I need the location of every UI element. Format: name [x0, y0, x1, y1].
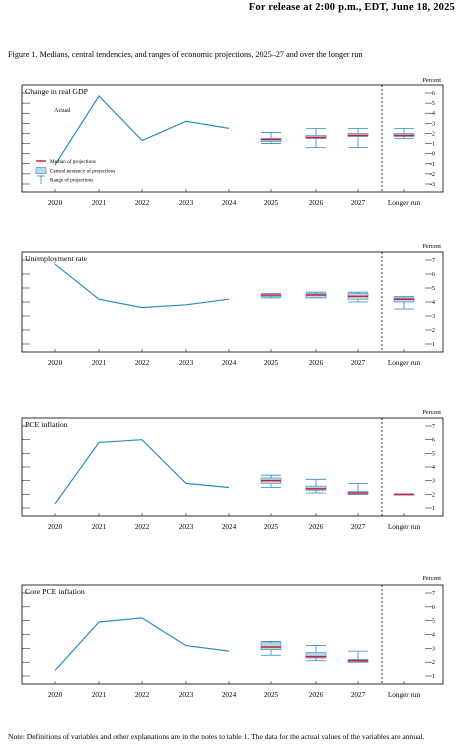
x-tick-label: 2023	[179, 359, 194, 367]
y-tick-label: -3	[430, 181, 435, 188]
x-tick-label: 2022	[135, 523, 150, 531]
y-tick-label: 7	[432, 590, 435, 597]
x-tick-label: 2027	[351, 199, 366, 207]
percent-label: Percent	[422, 77, 441, 84]
x-tick-label: 2027	[351, 359, 366, 367]
release-header: For release at 2:00 p.m., EDT, June 18, …	[248, 2, 455, 13]
x-tick-label: 2025	[264, 359, 279, 367]
x-tick-label: 2025	[264, 691, 279, 699]
y-tick-label: 4	[432, 110, 435, 117]
y-tick-label: 1	[432, 341, 435, 348]
y-tick-label: 3	[432, 120, 435, 127]
y-tick-label: 5	[432, 618, 435, 625]
y-tick-label: 1	[432, 505, 435, 512]
panel-title: PCE inflation	[25, 420, 68, 429]
x-tick-label: Longer run	[388, 523, 421, 531]
x-tick-label: 2021	[92, 359, 107, 367]
x-tick-label: 2021	[92, 199, 107, 207]
y-tick-label: 6	[432, 90, 435, 97]
percent-label: Percent	[422, 409, 441, 416]
y-tick-label: 5	[432, 450, 435, 457]
y-tick-label: 3	[432, 645, 435, 652]
x-tick-label: 2024	[222, 691, 237, 699]
actual-series-line	[54, 439, 230, 505]
x-tick-label: 2024	[222, 359, 237, 367]
x-tick-label: 2027	[351, 691, 366, 699]
panel-title: Core PCE inflation	[25, 587, 85, 596]
x-tick-label: Longer run	[388, 359, 421, 367]
x-tick-label: 2026	[309, 359, 324, 367]
y-tick-label: -2	[430, 171, 435, 178]
x-tick-label: 2020	[48, 359, 63, 367]
panel-title: Unemployment rate	[25, 254, 88, 263]
panel-frame	[21, 251, 444, 353]
y-tick-label: -1	[430, 161, 435, 168]
x-tick-label: 2020	[48, 199, 63, 207]
x-tick-label: Longer run	[388, 199, 421, 207]
x-tick-label: 2023	[179, 691, 194, 699]
x-tick-label: 2023	[179, 523, 194, 531]
y-tick-label: 5	[432, 100, 435, 107]
legend-range-label: Range of projections	[50, 177, 93, 184]
y-tick-label: 3	[432, 313, 435, 320]
y-tick-label: 6	[432, 271, 435, 278]
x-tick-label: 2021	[92, 523, 107, 531]
x-tick-label: 2026	[309, 691, 324, 699]
x-tick-label: 2022	[135, 359, 150, 367]
figure-title: Figure 1. Medians, central tendencies, a…	[8, 50, 363, 59]
chart-panel-1: Percent Change in real GDP -3 -2 -1 0 1 2 3 4 5 6 20…	[21, 77, 444, 207]
legend-central-swatch	[35, 167, 47, 174]
x-tick-label: 2025	[264, 199, 279, 207]
x-tick-label: Longer run	[388, 691, 421, 699]
figure-note: Note: Definitions of variables and other…	[8, 732, 425, 741]
actual-label: Actual	[54, 107, 71, 114]
y-tick-label: 4	[432, 464, 435, 471]
percent-label: Percent	[422, 243, 441, 250]
x-tick-label: 2020	[48, 691, 63, 699]
panel-title: Change in real GDP	[25, 87, 89, 96]
y-tick-label: 6	[432, 604, 435, 611]
chart-panel-4: Percent Core PCE inflation 1 2 3 4 5 6 7 2020 2021…	[21, 575, 444, 699]
legend-central-label: Central tendency of projections	[50, 168, 115, 175]
chart-panel-3: Percent PCE inflation 1 2 3 4 5 6 7 2020 2021 2022 2…	[21, 409, 444, 531]
central-tendency-box	[305, 652, 327, 659]
y-tick-label: 4	[432, 299, 435, 306]
x-tick-label: 2022	[135, 691, 150, 699]
y-tick-label: 6	[432, 437, 435, 444]
y-tick-label: 2	[432, 491, 435, 498]
x-tick-label: 2021	[92, 691, 107, 699]
y-tick-label: 4	[432, 632, 435, 639]
y-tick-label: 1	[432, 141, 435, 148]
legend-median-label: Median of projections	[50, 158, 96, 165]
x-tick-label: 2026	[309, 523, 324, 531]
x-tick-label: 2022	[135, 199, 150, 207]
y-tick-label: 1	[432, 673, 435, 680]
panel-frame	[21, 584, 444, 685]
actual-series-line	[54, 617, 230, 671]
y-tick-label: 0	[432, 151, 435, 158]
x-tick-label: 2027	[351, 523, 366, 531]
chart-panel-2: Percent Unemployment rate 1 2 3 4 5 6 7 2020 2021 2…	[21, 243, 444, 367]
percent-label: Percent	[422, 575, 441, 582]
y-tick-label: 2	[432, 130, 435, 137]
y-tick-label: 2	[432, 327, 435, 334]
y-tick-label: 7	[432, 257, 435, 264]
panel-frame	[21, 84, 444, 193]
panel-frame	[21, 417, 444, 517]
x-tick-label: 2024	[222, 523, 237, 531]
y-tick-label: 5	[432, 285, 435, 292]
x-tick-label: 2026	[309, 199, 324, 207]
x-tick-label: 2025	[264, 523, 279, 531]
x-tick-label: 2024	[222, 199, 237, 207]
actual-series-line	[54, 95, 230, 166]
actual-series-line	[54, 263, 230, 309]
y-tick-label: 7	[432, 423, 435, 430]
y-tick-label: 3	[432, 478, 435, 485]
x-tick-label: 2023	[179, 199, 194, 207]
x-tick-label: 2020	[48, 523, 63, 531]
y-tick-label: 2	[432, 659, 435, 666]
